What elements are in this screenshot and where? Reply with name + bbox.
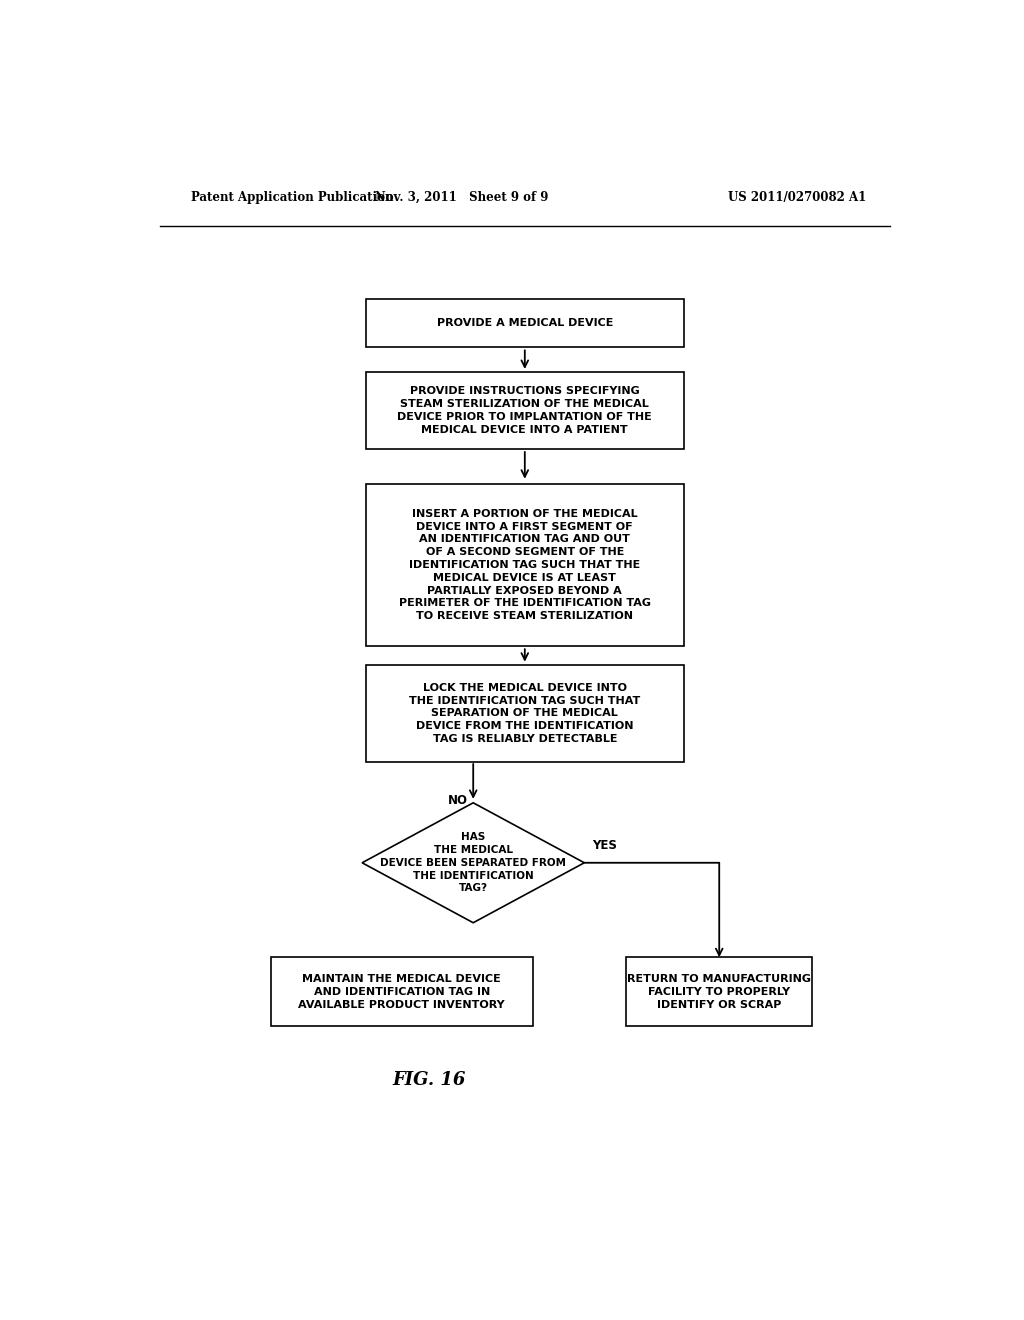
FancyBboxPatch shape — [367, 483, 684, 647]
Text: MAINTAIN THE MEDICAL DEVICE
AND IDENTIFICATION TAG IN
AVAILABLE PRODUCT INVENTOR: MAINTAIN THE MEDICAL DEVICE AND IDENTIFI… — [298, 974, 505, 1010]
Polygon shape — [362, 803, 585, 923]
Text: Nov. 3, 2011   Sheet 9 of 9: Nov. 3, 2011 Sheet 9 of 9 — [375, 190, 548, 203]
FancyBboxPatch shape — [367, 298, 684, 347]
FancyBboxPatch shape — [270, 957, 532, 1027]
Text: Patent Application Publication: Patent Application Publication — [191, 190, 394, 203]
Text: HAS
THE MEDICAL
DEVICE BEEN SEPARATED FROM
THE IDENTIFICATION
TAG?: HAS THE MEDICAL DEVICE BEEN SEPARATED FR… — [380, 832, 566, 894]
Text: INSERT A PORTION OF THE MEDICAL
DEVICE INTO A FIRST SEGMENT OF
AN IDENTIFICATION: INSERT A PORTION OF THE MEDICAL DEVICE I… — [398, 508, 651, 622]
Text: YES: YES — [592, 838, 617, 851]
Text: RETURN TO MANUFACTURING
FACILITY TO PROPERLY
IDENTIFY OR SCRAP: RETURN TO MANUFACTURING FACILITY TO PROP… — [628, 974, 811, 1010]
FancyBboxPatch shape — [367, 372, 684, 449]
Text: LOCK THE MEDICAL DEVICE INTO
THE IDENTIFICATION TAG SUCH THAT
SEPARATION OF THE : LOCK THE MEDICAL DEVICE INTO THE IDENTIF… — [410, 682, 640, 744]
Text: PROVIDE A MEDICAL DEVICE: PROVIDE A MEDICAL DEVICE — [436, 318, 613, 329]
Text: NO: NO — [447, 793, 468, 807]
Text: PROVIDE INSTRUCTIONS SPECIFYING
STEAM STERILIZATION OF THE MEDICAL
DEVICE PRIOR : PROVIDE INSTRUCTIONS SPECIFYING STEAM ST… — [397, 387, 652, 434]
FancyBboxPatch shape — [367, 665, 684, 762]
FancyBboxPatch shape — [626, 957, 812, 1027]
Text: US 2011/0270082 A1: US 2011/0270082 A1 — [728, 190, 866, 203]
Text: FIG. 16: FIG. 16 — [393, 1072, 466, 1089]
